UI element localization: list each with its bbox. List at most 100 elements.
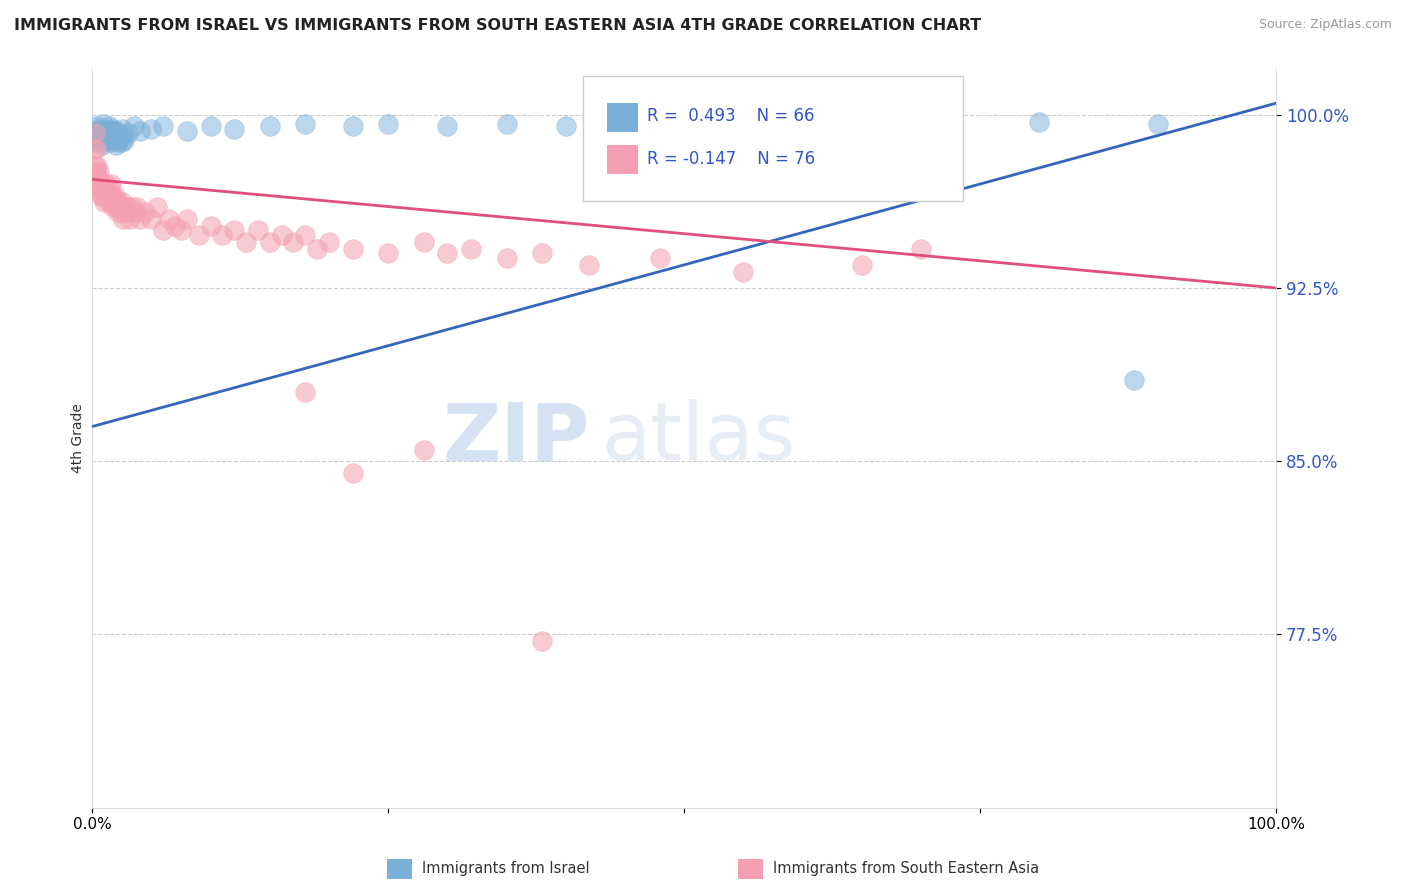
Point bbox=[86, 172, 108, 186]
Point bbox=[111, 195, 134, 210]
Point bbox=[1123, 373, 1146, 387]
Point bbox=[554, 120, 576, 134]
Point bbox=[112, 133, 135, 147]
Point bbox=[90, 131, 112, 145]
Point bbox=[107, 136, 129, 150]
Point bbox=[111, 211, 134, 226]
Point bbox=[235, 235, 257, 249]
Point bbox=[101, 121, 124, 136]
Point bbox=[122, 120, 145, 134]
Point bbox=[124, 204, 146, 219]
Point bbox=[342, 120, 364, 134]
Point bbox=[100, 124, 122, 138]
Point bbox=[120, 211, 142, 226]
Point bbox=[89, 128, 111, 143]
Point bbox=[246, 223, 269, 237]
Point bbox=[111, 136, 134, 150]
Point bbox=[86, 126, 108, 140]
Point bbox=[93, 195, 115, 210]
Point bbox=[97, 126, 120, 140]
Point bbox=[84, 136, 107, 150]
Point bbox=[412, 235, 434, 249]
Point bbox=[110, 131, 132, 145]
Point bbox=[93, 136, 115, 150]
Point bbox=[84, 120, 107, 134]
Point bbox=[259, 120, 281, 134]
Text: Immigrants from Israel: Immigrants from Israel bbox=[422, 862, 589, 876]
Point bbox=[96, 124, 118, 138]
Point bbox=[111, 121, 134, 136]
Point bbox=[187, 227, 209, 242]
Point bbox=[412, 442, 434, 457]
Point bbox=[98, 136, 121, 150]
Text: atlas: atlas bbox=[602, 399, 796, 477]
Point bbox=[146, 200, 169, 214]
Point bbox=[107, 204, 129, 219]
Point bbox=[733, 265, 755, 279]
Point bbox=[111, 128, 134, 143]
Point bbox=[84, 142, 107, 156]
Point bbox=[86, 159, 108, 173]
Point bbox=[97, 120, 120, 134]
Point bbox=[89, 126, 111, 140]
Point bbox=[792, 114, 814, 128]
Point bbox=[578, 258, 600, 272]
Point bbox=[294, 117, 316, 131]
Point bbox=[104, 128, 127, 143]
Point bbox=[83, 142, 105, 156]
Point bbox=[270, 227, 292, 242]
Point bbox=[110, 204, 132, 219]
Point bbox=[170, 223, 193, 237]
Point bbox=[108, 200, 131, 214]
Point bbox=[224, 121, 246, 136]
Point bbox=[910, 242, 932, 256]
Point bbox=[157, 211, 180, 226]
Point bbox=[91, 177, 114, 191]
Point bbox=[90, 137, 112, 152]
Point bbox=[90, 188, 112, 202]
Point bbox=[117, 200, 139, 214]
Point bbox=[86, 165, 108, 179]
Point bbox=[259, 235, 281, 249]
Point bbox=[112, 200, 135, 214]
Point bbox=[83, 126, 105, 140]
Point bbox=[97, 131, 120, 145]
Point bbox=[87, 133, 110, 147]
Point bbox=[307, 242, 329, 256]
Text: R =  0.493    N = 66: R = 0.493 N = 66 bbox=[647, 107, 814, 125]
Text: ZIP: ZIP bbox=[441, 399, 589, 477]
Point bbox=[89, 131, 111, 145]
Point bbox=[89, 181, 111, 195]
Point bbox=[342, 242, 364, 256]
Point bbox=[176, 124, 198, 138]
Point bbox=[104, 124, 127, 138]
Point bbox=[96, 133, 118, 147]
Point bbox=[141, 121, 163, 136]
Point bbox=[83, 131, 105, 145]
Point bbox=[128, 124, 150, 138]
Point bbox=[1146, 117, 1168, 131]
Point bbox=[200, 219, 222, 233]
Point bbox=[98, 181, 121, 195]
Text: R = -0.147    N = 76: R = -0.147 N = 76 bbox=[647, 150, 815, 168]
Point bbox=[851, 258, 873, 272]
Point bbox=[377, 246, 399, 260]
Point bbox=[89, 121, 111, 136]
Point bbox=[318, 235, 340, 249]
Point bbox=[104, 137, 127, 152]
Point bbox=[128, 211, 150, 226]
Point bbox=[94, 181, 117, 195]
Point bbox=[200, 120, 222, 134]
Point bbox=[94, 128, 117, 143]
Point bbox=[101, 133, 124, 147]
Point bbox=[650, 251, 672, 265]
Y-axis label: 4th Grade: 4th Grade bbox=[72, 403, 86, 473]
Text: IMMIGRANTS FROM ISRAEL VS IMMIGRANTS FROM SOUTH EASTERN ASIA 4TH GRADE CORRELATI: IMMIGRANTS FROM ISRAEL VS IMMIGRANTS FRO… bbox=[14, 18, 981, 33]
Point bbox=[87, 177, 110, 191]
Point bbox=[211, 227, 233, 242]
Point bbox=[224, 223, 246, 237]
Point bbox=[89, 181, 111, 195]
Point bbox=[460, 242, 482, 256]
Point bbox=[105, 193, 128, 207]
Point bbox=[84, 159, 107, 173]
